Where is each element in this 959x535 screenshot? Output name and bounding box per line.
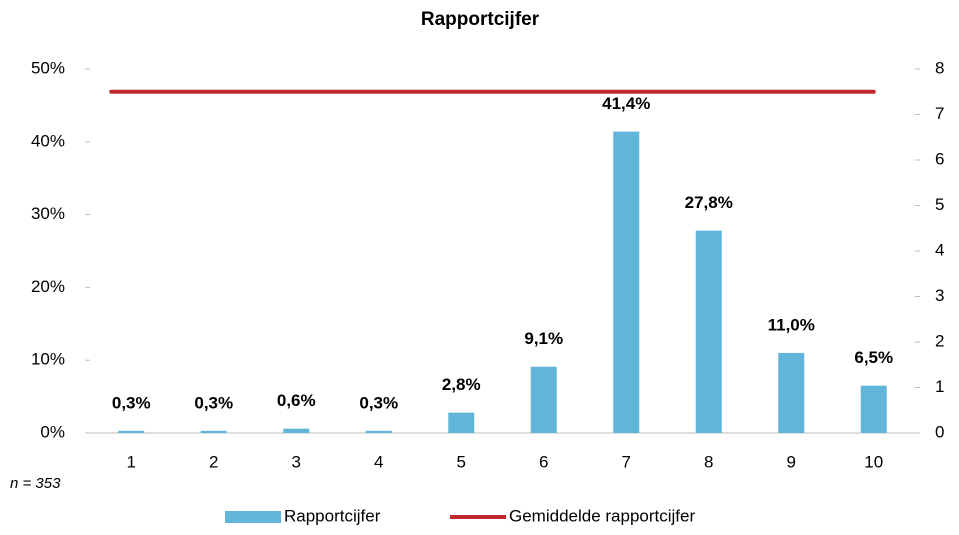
- y-tick-label: 50%: [31, 58, 65, 77]
- x-tick-label: 1: [127, 452, 136, 471]
- x-tick-label: 10: [864, 452, 883, 471]
- y2-tick-label: 8: [935, 58, 944, 77]
- data-label: 0,3%: [359, 393, 398, 412]
- y2-tick-label: 6: [935, 149, 944, 168]
- y-tick-label: 0%: [40, 422, 65, 441]
- bar: [118, 430, 145, 433]
- bar: [695, 230, 722, 433]
- data-label: 11,0%: [768, 315, 815, 334]
- bar: [448, 412, 475, 433]
- data-label: 2,8%: [442, 375, 481, 394]
- y-tick-label: 20%: [31, 277, 65, 296]
- legend-label: Rapportcijfer: [284, 506, 381, 525]
- bar: [365, 430, 392, 433]
- bar: [530, 366, 557, 433]
- y2-tick-label: 7: [935, 104, 944, 123]
- x-tick-label: 5: [457, 452, 466, 471]
- y-tick-label: 10%: [31, 350, 65, 369]
- bar: [613, 131, 640, 433]
- data-label: 0,3%: [194, 393, 233, 412]
- y2-tick-label: 3: [935, 286, 944, 305]
- legend-label: Gemiddelde rapportcijfer: [509, 506, 695, 525]
- data-label: 27,8%: [685, 193, 733, 212]
- x-tick-label: 8: [704, 452, 713, 471]
- y-tick-label: 40%: [31, 131, 65, 150]
- x-tick-label: 7: [622, 452, 631, 471]
- y2-tick-label: 2: [935, 331, 944, 350]
- x-tick-label: 4: [374, 452, 383, 471]
- bar: [860, 385, 887, 433]
- y2-tick-label: 4: [935, 240, 944, 259]
- y-tick-label: 30%: [31, 204, 65, 223]
- legend-swatch: [225, 511, 281, 523]
- data-label: 9,1%: [524, 329, 563, 348]
- y2-tick-label: 1: [935, 377, 944, 396]
- data-label: 0,3%: [112, 393, 151, 412]
- x-tick-label: 9: [787, 452, 796, 471]
- chart-title: Rapportcijfer: [421, 9, 540, 30]
- bar: [283, 428, 310, 433]
- y2-tick-label: 5: [935, 195, 944, 214]
- y2-tick-label: 0: [935, 422, 944, 441]
- bar: [778, 352, 805, 433]
- x-tick-label: 3: [292, 452, 301, 471]
- data-label: 41,4%: [602, 94, 650, 113]
- data-label: 0,6%: [277, 391, 316, 410]
- annotation: n = 353: [10, 475, 61, 492]
- x-tick-label: 2: [209, 452, 218, 471]
- bar: [200, 430, 227, 433]
- data-label: 6,5%: [854, 348, 893, 367]
- x-tick-label: 6: [539, 452, 548, 471]
